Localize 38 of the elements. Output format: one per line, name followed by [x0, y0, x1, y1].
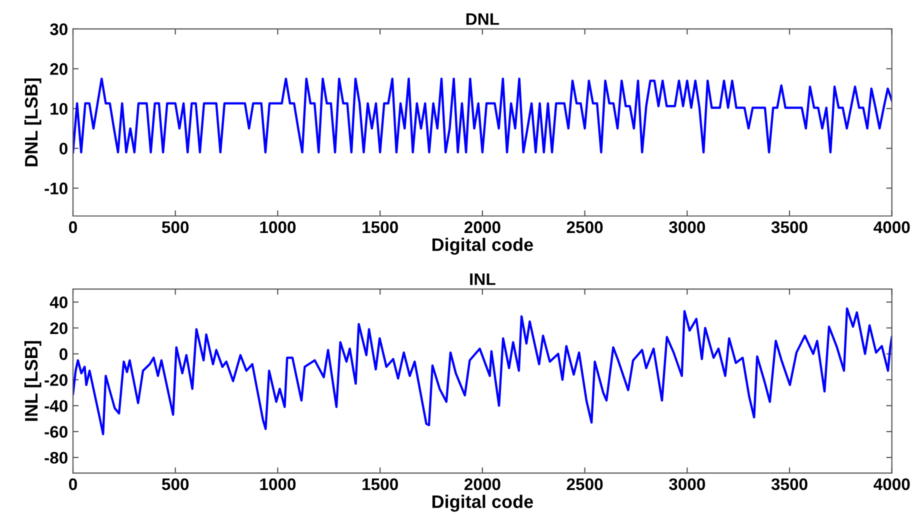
- line-series: [72, 78, 892, 154]
- x-tick-label: 1500: [362, 478, 398, 490]
- y-tick-label: 10: [50, 102, 68, 115]
- x-tick-label: 0: [69, 221, 77, 234]
- x-tick-label: 0: [69, 478, 77, 490]
- y-tick-label: -20: [44, 374, 68, 386]
- y-tick-label: 0: [60, 142, 68, 155]
- y-tick-label: 40: [50, 296, 68, 308]
- line-series: [72, 307, 892, 436]
- x-tick-label: 500: [162, 478, 189, 490]
- x-tick-label: 1500: [362, 221, 398, 234]
- x-tick-label: 3000: [669, 221, 706, 234]
- x-tick-label: 3000: [669, 478, 706, 490]
- y-tick-label: -10: [44, 182, 68, 194]
- x-tick-label: 2500: [566, 221, 603, 234]
- y-tick-label: 20: [50, 322, 68, 334]
- x-tick-label: 2000: [464, 221, 500, 234]
- y-tick-label: 20: [50, 63, 68, 75]
- y-tick-label: -80: [44, 452, 68, 464]
- y-axis-title: INL [LSB]: [24, 341, 42, 421]
- y-tick-label: -60: [44, 426, 68, 438]
- y-tick-label: 30: [50, 23, 68, 36]
- x-tick-label: 4000: [874, 478, 910, 490]
- x-tick-label: 2500: [566, 478, 603, 490]
- x-tick-label: 1000: [260, 221, 296, 234]
- chart-title: DNL: [466, 13, 500, 25]
- y-tick-label: 0: [60, 348, 68, 360]
- x-tick-label: 4000: [874, 221, 910, 234]
- x-tick-label: 1000: [260, 478, 296, 490]
- x-axis-title: Digital code: [432, 238, 533, 255]
- y-axis-title: DNL [LSB]: [24, 78, 42, 166]
- chart-title: INL: [470, 273, 496, 285]
- x-axis-title: Digital code: [432, 494, 533, 512]
- y-tick-label: -40: [44, 400, 68, 412]
- x-tick-label: 2000: [464, 478, 500, 490]
- x-tick-label: 500: [162, 221, 189, 234]
- x-tick-label: 3500: [771, 478, 808, 490]
- x-tick-label: 3500: [771, 221, 808, 234]
